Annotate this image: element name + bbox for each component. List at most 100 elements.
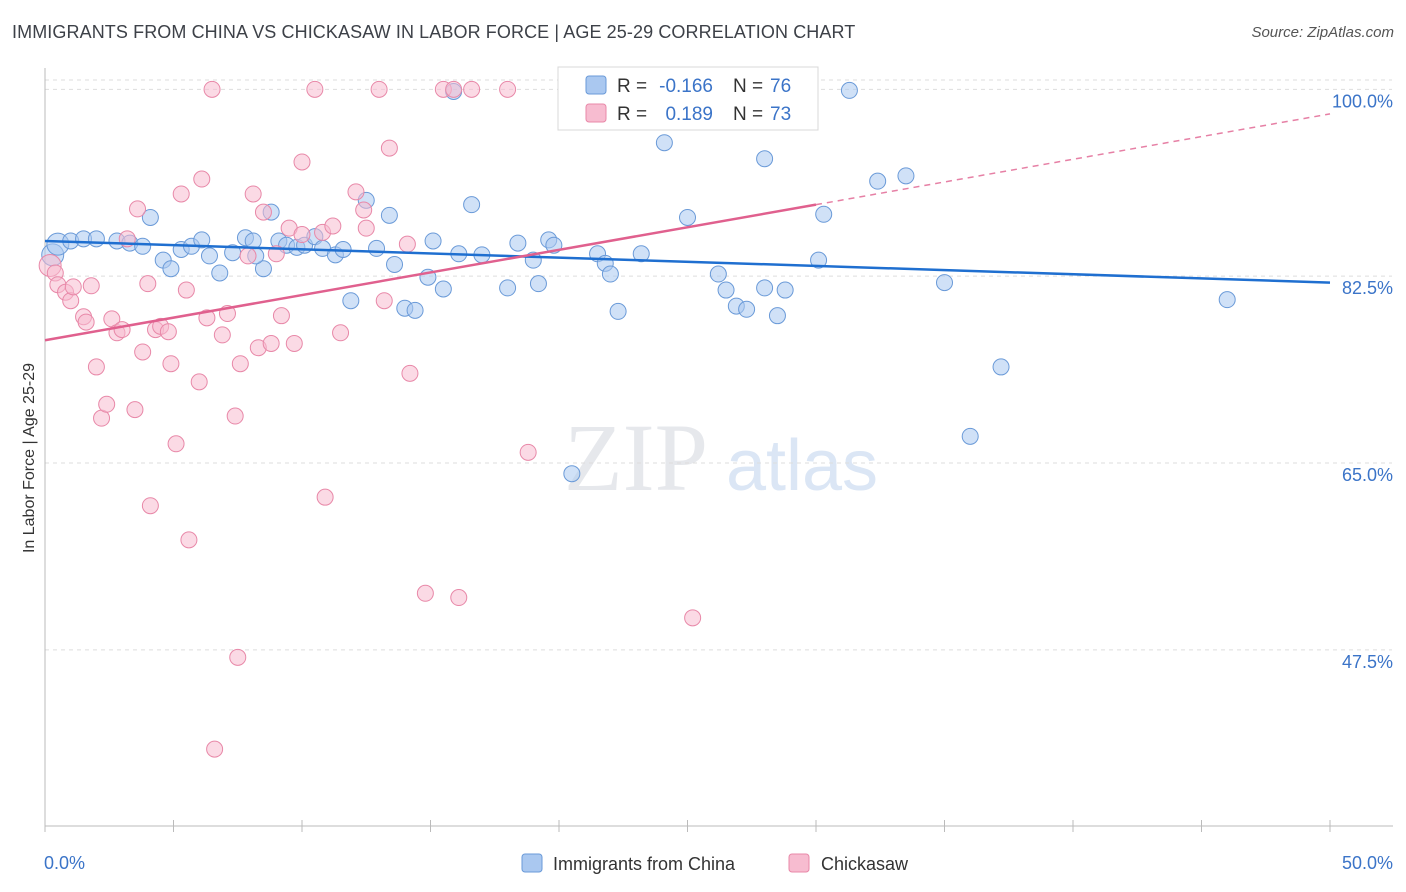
point-china [1218,291,1236,309]
point-china [961,427,979,445]
point-chickasaw [139,275,157,293]
point-china [463,196,481,214]
point-chickasaw [398,235,416,253]
axes: 100.0% 82.5% 65.0% 47.5% 0.0% 50.0% [44,68,1393,873]
point-chickasaw [355,201,373,219]
point-chickasaw [226,407,244,425]
series-chickasaw [38,80,702,758]
point-chickasaw [87,358,105,376]
point-chickasaw [445,80,463,98]
point-chickasaw [332,324,350,342]
point-china [434,280,452,298]
x-tick-label-min: 0.0% [44,853,85,873]
point-china [936,274,953,292]
point-chickasaw [324,217,342,235]
trend-line-chickasaw-extension [815,113,1331,206]
point-chickasaw [285,334,303,352]
point-chickasaw [231,355,249,373]
point-chickasaw [375,292,393,310]
point-chickasaw [82,277,100,295]
point-chickasaw [306,80,324,98]
point-china [601,265,619,283]
point-china [193,231,211,249]
point-chickasaw [519,443,537,461]
y-tick-label: 82.5% [1342,278,1393,298]
legend-n-value-1: 76 [770,76,791,97]
legend-n-label-2: N = [733,104,763,125]
legend-swatch-blue [585,75,607,95]
point-china [406,301,424,319]
watermark-zip: ZIP [564,404,708,511]
bottom-legend-label-blue: Immigrants from China [553,854,736,874]
point-chickasaw [347,183,365,201]
point-chickasaw [141,497,159,515]
point-china [254,260,272,278]
y-tick-label: 65.0% [1342,465,1393,485]
point-china [134,237,152,255]
point-china [609,302,627,320]
point-china [776,281,794,299]
point-china [717,281,735,299]
point-china [141,208,159,226]
point-chickasaw [203,80,221,98]
y-axis-label: In Labor Force | Age 25-29 [21,363,38,553]
point-chickasaw [229,648,247,666]
point-china [738,300,756,318]
point-china [424,232,442,250]
point-china [897,167,915,185]
point-chickasaw [499,80,517,98]
bottom-legend-swatch-blue [521,853,543,873]
point-china [709,265,727,283]
legend-n-label-1: N = [733,76,763,97]
point-chickasaw [134,343,152,361]
point-china [840,81,858,99]
trend-line-china [44,239,1331,284]
point-chickasaw [463,80,481,98]
point-chickasaw [254,203,272,221]
point-chickasaw [62,292,80,310]
point-chickasaw [167,435,185,453]
point-china [756,150,774,168]
legend-r-value-1: -0.166 [659,76,713,97]
point-china [869,172,887,190]
point-chickasaw [416,584,434,602]
trend-line-chickasaw [44,203,817,342]
point-chickasaw [98,395,116,413]
point-china [815,205,833,223]
point-chickasaw [159,323,177,341]
point-china [810,251,828,269]
point-chickasaw [450,589,468,607]
point-chickasaw [162,355,180,373]
point-china [380,206,398,224]
point-chickasaw [206,740,224,758]
trend-lines [44,113,1331,342]
watermark-atlas: atlas [726,426,878,506]
point-china [768,307,786,325]
point-china [756,279,774,297]
point-china [509,234,527,252]
point-china [162,260,180,278]
legend-r-label-2: R = [617,104,647,125]
point-chickasaw [190,373,208,391]
bottom-legend-label-pink: Chickasaw [821,854,909,874]
legend-r-value-2: 0.189 [665,104,713,125]
chart-title: IMMIGRANTS FROM CHINA VS CHICKASAW IN LA… [12,22,856,42]
legend-swatch-pink [585,103,607,123]
point-china [529,275,547,293]
legend-r-label-1: R = [617,76,647,97]
y-tick-label: 47.5% [1342,652,1393,672]
point-chickasaw [262,334,280,352]
point-chickasaw [64,278,82,296]
point-chickasaw [193,170,211,188]
point-chickasaw [198,309,216,327]
point-china [368,239,386,257]
source-credit: Source: ZipAtlas.com [1251,24,1394,41]
point-china [211,264,229,282]
point-chickasaw [370,80,388,98]
point-chickasaw [380,139,398,157]
point-china [679,208,696,226]
point-chickasaw [180,531,198,549]
point-chickasaw [172,185,190,203]
correlation-legend: R = -0.166 N = 76 R = 0.189 N = 73 [557,66,819,131]
point-chickasaw [126,401,144,419]
